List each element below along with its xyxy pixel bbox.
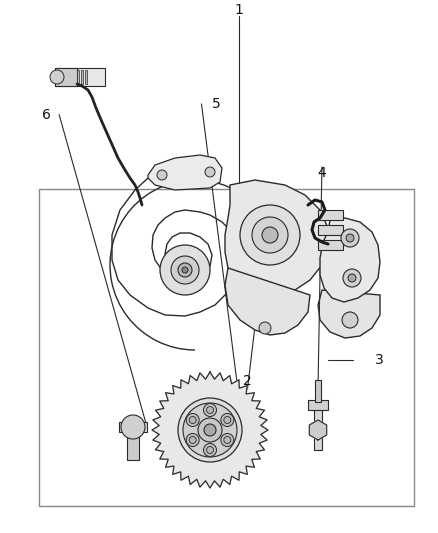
Circle shape [157, 170, 167, 180]
Circle shape [50, 70, 64, 84]
Text: 6: 6 [42, 108, 50, 122]
Bar [55, 68, 77, 86]
Text: 3: 3 [374, 353, 383, 367]
Circle shape [204, 424, 216, 436]
Circle shape [259, 322, 271, 334]
Polygon shape [225, 268, 310, 335]
Circle shape [221, 433, 234, 447]
Polygon shape [318, 290, 380, 338]
Circle shape [189, 437, 196, 443]
Circle shape [262, 227, 278, 243]
Circle shape [186, 433, 199, 447]
Circle shape [204, 443, 216, 456]
Circle shape [341, 229, 359, 247]
Bar [318, 210, 343, 220]
Circle shape [182, 267, 188, 273]
Circle shape [221, 414, 234, 426]
Bar [315, 380, 321, 402]
Circle shape [205, 167, 215, 177]
Bar [81, 70, 83, 84]
Polygon shape [152, 372, 268, 488]
Polygon shape [320, 218, 380, 302]
Text: 1: 1 [234, 3, 243, 17]
Circle shape [186, 414, 199, 426]
Text: 4: 4 [318, 166, 326, 180]
Bar [308, 400, 328, 410]
Circle shape [240, 205, 300, 265]
Circle shape [160, 245, 210, 295]
Circle shape [204, 403, 216, 416]
Circle shape [342, 312, 358, 328]
Circle shape [171, 256, 199, 284]
Circle shape [252, 217, 288, 253]
Bar [314, 408, 322, 450]
Bar [55, 68, 105, 86]
Circle shape [348, 274, 356, 282]
Circle shape [121, 415, 145, 439]
Circle shape [224, 437, 231, 443]
Bar [77, 70, 79, 84]
Circle shape [206, 407, 213, 414]
Bar [318, 240, 343, 250]
Circle shape [206, 447, 213, 454]
Bar [127, 432, 139, 460]
Circle shape [189, 416, 196, 424]
Polygon shape [225, 180, 328, 295]
Circle shape [178, 263, 192, 277]
Bar [39, 189, 414, 506]
Circle shape [183, 403, 237, 457]
Circle shape [224, 416, 231, 424]
Bar [318, 225, 343, 235]
Bar [85, 70, 87, 84]
Text: 5: 5 [212, 97, 221, 111]
Circle shape [346, 234, 354, 242]
Polygon shape [309, 420, 327, 440]
Circle shape [178, 398, 242, 462]
Circle shape [198, 418, 222, 442]
Text: 2: 2 [243, 374, 252, 388]
Polygon shape [148, 155, 222, 190]
Circle shape [343, 269, 361, 287]
Bar [119, 422, 147, 432]
